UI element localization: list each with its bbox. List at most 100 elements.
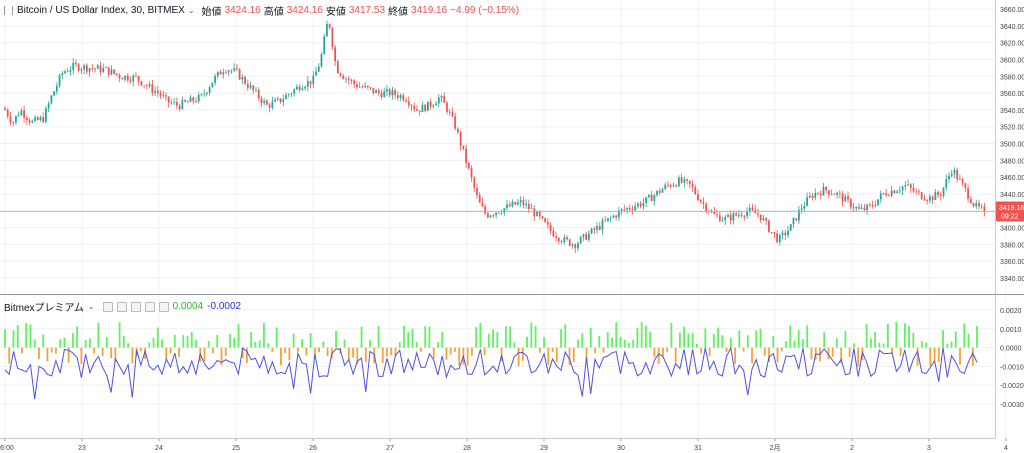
premium-bar — [233, 337, 236, 348]
candle-body — [915, 191, 918, 193]
candle-body — [372, 88, 375, 94]
candle-body — [383, 91, 386, 98]
premium-bar — [250, 331, 253, 348]
candle-body — [718, 215, 721, 222]
chevron-down-icon[interactable]: ⌄ — [87, 302, 95, 311]
candle-body — [926, 200, 929, 202]
candle-body — [137, 76, 140, 82]
candle-body — [175, 102, 178, 106]
candle-body — [675, 185, 678, 187]
premium-bar — [25, 323, 28, 348]
symbol-title[interactable]: Bitcoin / US Dollar Index, 30, BITMEX — [17, 5, 185, 16]
candle-body — [522, 200, 525, 206]
candle-body — [579, 236, 582, 244]
premium-bar — [857, 347, 860, 367]
y-tick-label: 3640.00 — [1000, 24, 1024, 31]
premium-bar — [598, 335, 601, 348]
premium-bar — [42, 334, 45, 348]
candle-body — [140, 81, 143, 86]
settings-icon[interactable] — [116, 301, 127, 312]
y-tick-label: 3440.00 — [1000, 192, 1024, 199]
candle-body — [451, 111, 454, 117]
candle-body — [560, 241, 563, 243]
premium-bar — [776, 347, 779, 363]
premium-bar — [869, 338, 872, 348]
candle-body — [85, 65, 88, 72]
eye-icon[interactable] — [102, 301, 113, 312]
candle-body — [713, 211, 716, 215]
price-tag — [996, 201, 1024, 222]
candle-body — [639, 203, 642, 207]
candle-body — [773, 232, 776, 234]
candle-body — [219, 71, 222, 75]
candle-body — [478, 195, 481, 203]
candle-body — [942, 187, 945, 197]
candle-body — [410, 105, 413, 107]
premium-bar — [844, 330, 847, 348]
premium-bar — [458, 347, 461, 366]
x-tick-label: 29 — [540, 445, 548, 452]
candle-body — [631, 209, 634, 211]
candle-body — [353, 80, 356, 85]
indicator-legend: Bitmexプレミアム ⌄ 0.0004 -0.0002 — [4, 299, 241, 314]
candle-body — [587, 233, 590, 240]
candle-body — [691, 183, 694, 188]
candle-body — [489, 215, 492, 218]
candle-body — [312, 75, 315, 85]
premium-bar — [263, 323, 265, 348]
candle-body — [366, 85, 369, 88]
candle-body — [795, 218, 798, 221]
y-tick-label: 3560.00 — [1000, 91, 1024, 98]
indicator-title[interactable]: Bitmexプレミアム — [4, 303, 84, 314]
candle-body — [710, 211, 713, 213]
candle-body — [893, 190, 896, 194]
candle-body — [517, 202, 519, 205]
premium-bar — [84, 339, 87, 348]
premium-bar — [925, 342, 927, 348]
candle-body — [885, 192, 888, 196]
y-tick-label: 3340.00 — [1000, 276, 1024, 283]
premium-bar — [173, 334, 176, 348]
premium-bar — [335, 330, 337, 348]
premium-bar — [611, 337, 613, 348]
high-value: 3424.16 — [286, 5, 323, 16]
candle-body — [874, 205, 877, 207]
candle-body — [975, 203, 978, 207]
more-icon[interactable] — [144, 301, 155, 312]
candle-body — [694, 187, 697, 194]
source-icon[interactable] — [130, 301, 141, 312]
premium-bar — [636, 327, 639, 348]
premium-bar — [377, 326, 380, 348]
candle-body — [416, 109, 418, 111]
premium-bar — [237, 324, 240, 348]
candle-body — [298, 86, 301, 91]
candle-body — [746, 211, 748, 217]
candle-body — [961, 179, 964, 184]
candle-body — [642, 202, 645, 207]
candle-body — [94, 68, 96, 70]
candle-body — [868, 204, 871, 206]
candle-body — [571, 244, 574, 246]
premium-bar — [615, 322, 618, 348]
premium-bar — [751, 347, 753, 364]
candle-body — [847, 196, 849, 200]
x-tick-label: 4 — [1004, 445, 1008, 452]
close-icon[interactable] — [158, 301, 169, 312]
candle-body — [525, 204, 527, 206]
candle-body — [896, 191, 899, 194]
chevron-down-icon[interactable]: ⌄ — [187, 6, 195, 15]
candle-body — [688, 180, 691, 184]
premium-bar — [606, 332, 609, 348]
y-tick-label: 3540.00 — [1000, 108, 1024, 115]
candle-body — [28, 120, 31, 123]
candle-body — [39, 117, 42, 120]
candle-body — [126, 75, 129, 81]
change-value: −4.99 (−0.15%) — [450, 5, 520, 16]
candle-body — [860, 207, 863, 209]
candle-body — [969, 198, 972, 204]
candle-body — [274, 99, 276, 102]
premium-bar — [369, 339, 371, 348]
candle-body — [260, 98, 263, 103]
premium-bar — [318, 347, 320, 353]
